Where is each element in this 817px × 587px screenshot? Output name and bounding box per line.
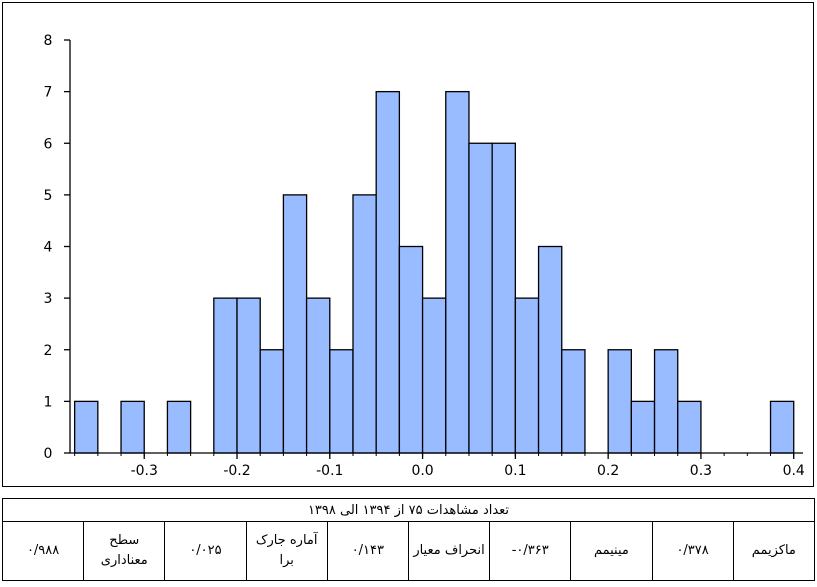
histogram-bar — [213, 297, 238, 454]
y-tick-label: 7 — [44, 85, 53, 101]
histogram-bar — [120, 400, 145, 454]
y-tick-label: 4 — [44, 240, 53, 256]
histogram-bar — [677, 400, 702, 454]
y-tick-label: 8 — [44, 33, 53, 49]
x-tick-label: 0.2 — [597, 463, 619, 479]
histogram-bar — [630, 400, 656, 454]
histogram-bar — [73, 400, 99, 454]
histogram-bar — [259, 349, 285, 454]
histogram-bar — [537, 245, 563, 454]
x-tick-label: 0.4 — [783, 463, 805, 479]
x-tick-label: 0.1 — [504, 463, 526, 479]
histogram-bar — [236, 297, 261, 454]
histogram-bar — [514, 297, 540, 454]
y-tick-label: 5 — [44, 188, 53, 204]
table-caption-row: تعداد مشاهدات ۷۵ از ۱۳۹۴ الی ۱۳۹۸ — [2, 498, 815, 522]
x-tick-label: -0.3 — [131, 463, 158, 479]
y-tick-label: 1 — [44, 394, 53, 410]
histogram-bar — [445, 90, 470, 454]
histogram-bar — [398, 245, 424, 454]
stat-label-jarque-bera: آماره جارک برا — [245, 521, 328, 581]
stat-value-std-dev: ۰/۱۴۳ — [326, 521, 409, 581]
stat-value-significance: ۰/۹۸۸ — [1, 521, 85, 581]
histogram-bar — [653, 349, 679, 454]
histogram-bar — [561, 349, 586, 454]
histogram-bar — [468, 142, 493, 454]
histogram-bar — [769, 400, 795, 454]
histogram-bars — [73, 90, 795, 454]
stat-value-jarque-bera: ۰/۰۲۵ — [164, 521, 247, 581]
histogram-svg: 0 1 2 3 4 5 6 7 8 -0.3 -0.2 -0.1 0.0 0.1 0.2 0.3 0.4 — [44, 33, 805, 479]
histogram-bar — [352, 194, 377, 454]
axis-ticks: 0 1 2 3 4 5 6 7 8 -0.3 -0.2 -0.1 0.0 0.1 0.2 0.3 0.4 — [44, 33, 805, 479]
histogram-bar — [305, 297, 331, 454]
histogram-bar — [329, 349, 354, 454]
x-tick-label: 0.0 — [411, 463, 433, 479]
histogram-bar — [375, 90, 401, 454]
x-tick-label: -0.2 — [223, 463, 250, 479]
y-tick-label: 0 — [44, 446, 53, 462]
y-tick-label: 6 — [44, 136, 53, 152]
stat-label-significance: سطح معناداری — [83, 521, 166, 581]
histogram-bar — [421, 297, 447, 454]
stat-value-maximum: ۰/۳۷۸ — [651, 521, 734, 581]
y-tick-label: 2 — [44, 343, 53, 359]
histogram-bar — [166, 400, 192, 454]
histogram-bar — [282, 194, 308, 454]
stat-label-maximum: ماکزیمم — [732, 521, 816, 581]
histogram-bar — [491, 142, 517, 454]
table-values-row: ۰/۹۸۸ سطح معناداری ۰/۰۲۵ آماره جارک برا … — [1, 521, 816, 581]
x-tick-label: -0.1 — [316, 463, 343, 479]
stat-label-minimum: مینیمم — [570, 521, 653, 581]
stat-label-std-dev: انحراف معیار — [407, 521, 491, 581]
stat-value-minimum: -۰/۳۶۳ — [489, 521, 572, 581]
histogram-chart: 0 1 2 3 4 5 6 7 8 -0.3 -0.2 -0.1 0.0 0.1 0.2 0.3 0.4 — [2, 2, 814, 487]
table-caption: تعداد مشاهدات ۷۵ از ۱۳۹۴ الی ۱۳۹۸ — [2, 498, 815, 522]
statistics-table: تعداد مشاهدات ۷۵ از ۱۳۹۴ الی ۱۳۹۸ ۰/۹۸۸ … — [1, 498, 816, 581]
y-tick-label: 3 — [44, 291, 53, 307]
x-tick-label: 0.3 — [690, 463, 712, 479]
histogram-bar — [607, 349, 632, 454]
